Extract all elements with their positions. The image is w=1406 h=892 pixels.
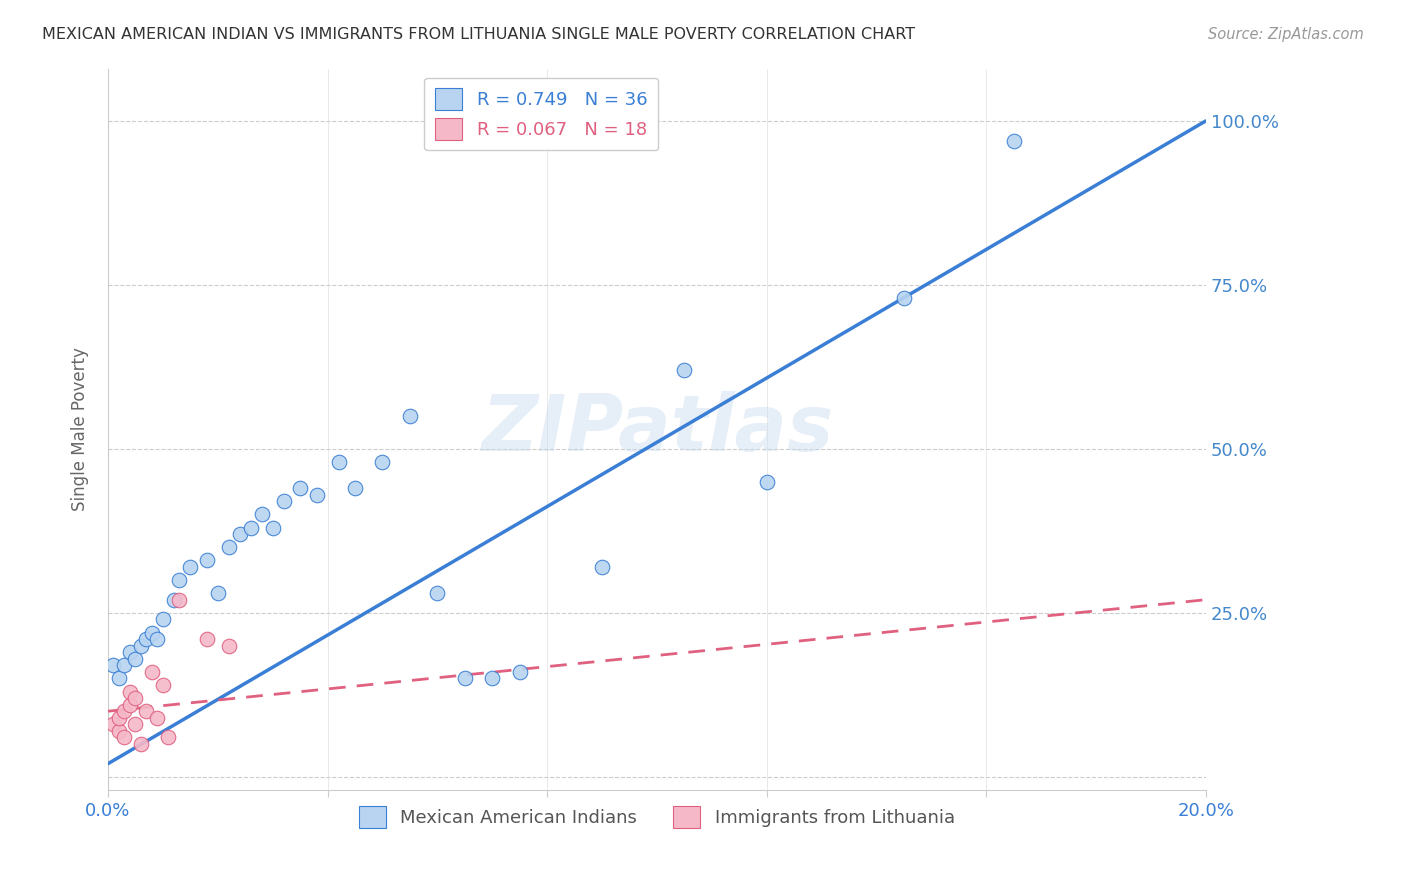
Point: [207, 586, 229, 600]
Point: [163, 592, 186, 607]
Point: [509, 665, 531, 679]
Point: [124, 652, 146, 666]
Point: [195, 632, 218, 646]
Point: [146, 632, 169, 646]
Point: [228, 527, 250, 541]
Point: [169, 592, 191, 607]
Point: [262, 520, 284, 534]
Point: [893, 291, 915, 305]
Point: [146, 711, 169, 725]
Point: [135, 704, 157, 718]
Point: [288, 481, 311, 495]
Text: MEXICAN AMERICAN INDIAN VS IMMIGRANTS FROM LITHUANIA SINGLE MALE POVERTY CORRELA: MEXICAN AMERICAN INDIAN VS IMMIGRANTS FR…: [42, 27, 915, 42]
Point: [135, 632, 157, 646]
Point: [108, 711, 131, 725]
Point: [371, 455, 394, 469]
Point: [454, 672, 477, 686]
Point: [108, 723, 131, 738]
Point: [305, 488, 328, 502]
Point: [118, 698, 141, 712]
Point: [152, 678, 174, 692]
Point: [195, 553, 218, 567]
Text: ZIPatlas: ZIPatlas: [481, 392, 832, 467]
Point: [124, 717, 146, 731]
Y-axis label: Single Male Poverty: Single Male Poverty: [72, 347, 89, 511]
Point: [114, 704, 136, 718]
Point: [1002, 134, 1025, 148]
Point: [118, 684, 141, 698]
Point: [152, 612, 174, 626]
Point: [129, 737, 152, 751]
Point: [103, 658, 125, 673]
Point: [179, 560, 201, 574]
Point: [108, 672, 131, 686]
Point: [103, 717, 125, 731]
Point: [398, 409, 420, 423]
Point: [591, 560, 613, 574]
Point: [118, 645, 141, 659]
Point: [218, 541, 240, 555]
Point: [114, 731, 136, 745]
Point: [124, 691, 146, 706]
Point: [157, 731, 180, 745]
Text: Source: ZipAtlas.com: Source: ZipAtlas.com: [1208, 27, 1364, 42]
Point: [343, 481, 366, 495]
Point: [755, 475, 778, 489]
Point: [273, 494, 295, 508]
Point: [426, 586, 449, 600]
Point: [141, 625, 163, 640]
Point: [328, 455, 350, 469]
Point: [129, 639, 152, 653]
Point: [673, 363, 696, 377]
Point: [169, 573, 191, 587]
Legend: Mexican American Indians, Immigrants from Lithuania: Mexican American Indians, Immigrants fro…: [352, 798, 962, 835]
Point: [250, 508, 273, 522]
Point: [114, 658, 136, 673]
Point: [218, 639, 240, 653]
Point: [481, 672, 503, 686]
Point: [141, 665, 163, 679]
Point: [239, 520, 262, 534]
